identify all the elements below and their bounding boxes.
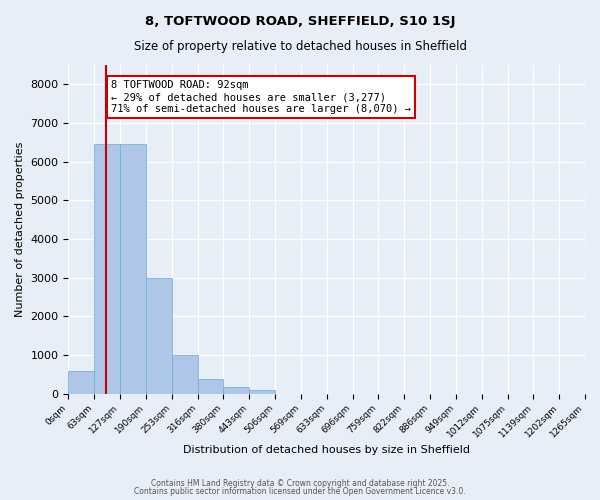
Bar <box>68 371 94 394</box>
Text: 8, TOFTWOOD ROAD, SHEFFIELD, S10 1SJ: 8, TOFTWOOD ROAD, SHEFFIELD, S10 1SJ <box>145 15 455 28</box>
Bar <box>172 355 197 394</box>
Y-axis label: Number of detached properties: Number of detached properties <box>15 142 25 317</box>
Bar <box>146 278 172 394</box>
Bar <box>223 388 249 394</box>
Text: 8 TOFTWOOD ROAD: 92sqm
← 29% of detached houses are smaller (3,277)
71% of semi-: 8 TOFTWOOD ROAD: 92sqm ← 29% of detached… <box>111 80 411 114</box>
Bar <box>249 390 275 394</box>
X-axis label: Distribution of detached houses by size in Sheffield: Distribution of detached houses by size … <box>183 445 470 455</box>
Bar <box>120 144 146 394</box>
Bar <box>94 144 120 394</box>
Bar <box>197 379 223 394</box>
Text: Size of property relative to detached houses in Sheffield: Size of property relative to detached ho… <box>133 40 467 53</box>
Text: Contains public sector information licensed under the Open Government Licence v3: Contains public sector information licen… <box>134 487 466 496</box>
Text: Contains HM Land Registry data © Crown copyright and database right 2025.: Contains HM Land Registry data © Crown c… <box>151 478 449 488</box>
